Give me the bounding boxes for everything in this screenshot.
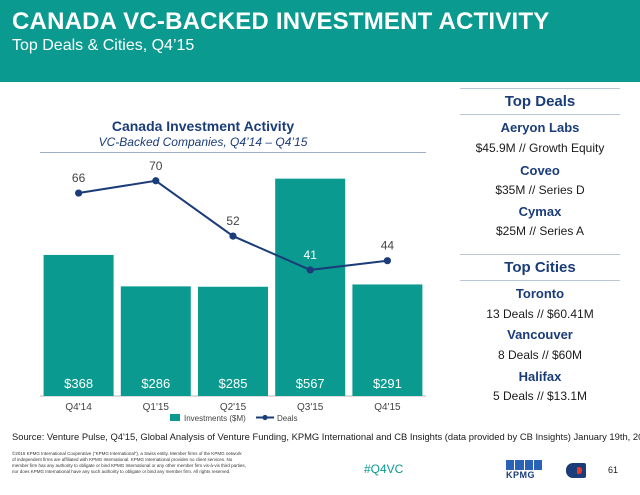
deals-point (152, 177, 160, 185)
top-deals-heading: Top Deals (460, 88, 620, 115)
bar-value-label: $291 (373, 376, 402, 391)
deals-point (229, 232, 237, 240)
legal-disclaimer: ©2016 KPMG International Cooperative (“K… (12, 451, 246, 474)
deals-point (75, 189, 83, 197)
chart-title: Canada Investment Activity (111, 118, 295, 134)
top-deal-name: Aeryon Labs (500, 120, 580, 135)
top-deal-detail: $45.9M // Growth Equity (475, 141, 605, 155)
x-tick-label: Q1'15 (143, 402, 170, 413)
legend-swatch-investments (170, 414, 180, 421)
bar-value-label: $368 (64, 376, 93, 391)
deals-value-label: 44 (381, 239, 395, 253)
top-deal-name: Coveo (520, 163, 560, 178)
page-subtitle: Top Deals & Cities, Q4’15 (12, 37, 195, 54)
bar-value-label: $285 (219, 376, 248, 391)
chart-title-divider (40, 152, 426, 153)
deals-point (383, 257, 391, 265)
top-cities-heading: Top Cities (460, 254, 620, 281)
top-deal-detail: $35M // Series D (495, 183, 585, 197)
page-title: CANADA VC-BACKED INVESTMENT ACTIVITY (12, 8, 550, 35)
x-tick-label: Q4'15 (374, 402, 401, 413)
x-tick-label: Q4'14 (65, 402, 92, 413)
x-tick-label: Q2'15 (220, 402, 247, 413)
deals-point (306, 266, 314, 274)
investment-bar (120, 286, 191, 396)
legend-marker-deals (262, 414, 268, 421)
bar-value-label: $567 (296, 376, 325, 391)
top-city-detail: 5 Deals // $13.1M (492, 389, 588, 403)
legend-label-deals: Deals (277, 414, 297, 423)
bar-value-label: $286 (141, 376, 170, 391)
chart-subtitle: VC-Backed Companies, Q4’14 – Q4’15 (98, 135, 308, 149)
top-city-name: Toronto (515, 286, 565, 301)
top-city-detail: 8 Deals // $60M (497, 348, 583, 362)
deals-value-label: 52 (226, 214, 240, 228)
investment-bar (43, 254, 114, 396)
header-banner: CANADA VC-BACKED INVESTMENT ACTIVITY Top… (0, 0, 640, 82)
page-number: 61 (608, 465, 619, 475)
investment-bar (198, 286, 268, 396)
x-tick-label: Q3'15 (297, 402, 324, 413)
legend-label-investments: Investments ($M) (184, 414, 246, 423)
hashtag: #Q4VC (364, 462, 404, 476)
investment-bar (352, 284, 423, 396)
source-note: Source: Venture Pulse, Q4'15, Global Ana… (12, 431, 640, 442)
kpmg-logo: KPMG (506, 460, 542, 482)
cb-insights-logo (566, 463, 586, 478)
top-city-detail: 13 Deals // $60.41M (486, 307, 594, 321)
deals-value-label: 41 (304, 248, 318, 262)
investment-bar (275, 178, 346, 396)
top-city-name: Vancouver (507, 327, 573, 342)
top-city-name: Halifax (518, 369, 562, 384)
investment-chart: $368 Q4'14 $286 Q1'15 $285 Q2'15 $567 Q3'15 $291… (40, 159, 426, 423)
top-deal-detail: $25M // Series A (495, 224, 585, 238)
deals-value-label: 66 (72, 171, 86, 185)
top-deal-name: Cymax (518, 204, 562, 219)
deals-value-label: 70 (149, 159, 163, 173)
